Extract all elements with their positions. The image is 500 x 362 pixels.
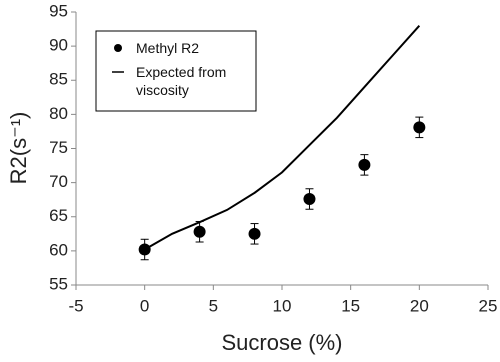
- legend-label-box: Expected from viscosity: [136, 64, 227, 98]
- x-tick-label: 20: [410, 296, 429, 315]
- y-tick-label: 60: [49, 240, 68, 259]
- scatter-point: [413, 121, 426, 134]
- y-axis-label: R2(s⁻¹): [6, 112, 31, 185]
- scatter-point: [303, 193, 316, 206]
- x-tick-label: 25: [479, 296, 498, 315]
- scatter-point: [193, 225, 206, 238]
- y-tick-label: 65: [49, 206, 68, 225]
- x-tick-label: 5: [209, 296, 218, 315]
- x-tick-label: 0: [140, 296, 149, 315]
- y-tick-label: 85: [49, 70, 68, 89]
- y-tick-label: 95: [49, 1, 68, 20]
- line: [144, 24, 421, 251]
- y-tick-label: 90: [49, 36, 68, 55]
- legend-box: [95, 30, 257, 112]
- legend-marker: [114, 44, 122, 52]
- scatter-point: [358, 158, 371, 171]
- x-tick-label: -5: [68, 296, 83, 315]
- legend-label-box: Methyl R2: [136, 40, 200, 56]
- scatter-point: [248, 227, 261, 240]
- y-tick-label: 80: [49, 104, 68, 123]
- x-tick-label: 10: [273, 296, 292, 315]
- y-tick-label: 75: [49, 138, 68, 157]
- legend-label: Methyl R2: [136, 40, 200, 56]
- x-tick-label: 15: [341, 296, 360, 315]
- x-axis-label: Sucrose (%): [221, 330, 342, 355]
- legend-label: Expected from viscosity: [136, 64, 227, 98]
- y-tick-label: 55: [49, 274, 68, 293]
- legend: Methyl R2 Expected from viscosity: [95, 30, 257, 112]
- y-tick-label: 70: [49, 172, 68, 191]
